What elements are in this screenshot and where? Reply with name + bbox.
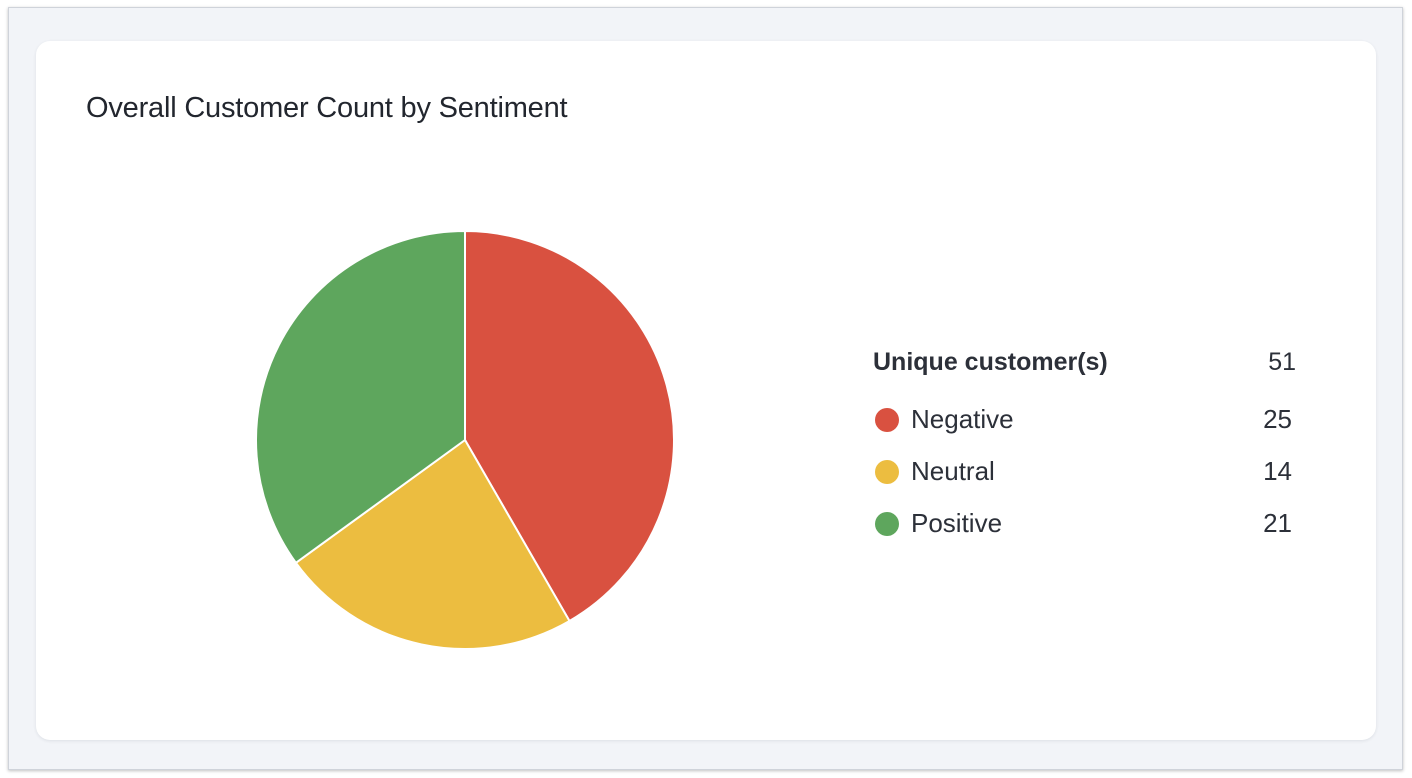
legend-label-neutral: Neutral [911, 456, 995, 486]
legend-header: Unique customer(s) 51 [873, 338, 1298, 390]
legend-dot-negative [875, 408, 899, 432]
legend-value-negative: 25 [1263, 404, 1292, 434]
chart-card [36, 41, 1376, 740]
legend-label-positive: Positive [911, 508, 1003, 538]
legend-item-negative[interactable]: Negative 25 [873, 390, 1298, 442]
legend-item-neutral[interactable]: Neutral 14 [873, 442, 1298, 494]
legend-label-negative: Negative [911, 404, 1014, 434]
pie-slice-positive[interactable] [255, 230, 466, 564]
chart-legend: Unique customer(s) 51 Negative 25 Neutra… [873, 338, 1298, 546]
legend-total-label: Unique customer(s) [873, 348, 1108, 376]
legend-dot-positive [875, 512, 899, 536]
legend-value-neutral: 14 [1263, 456, 1292, 486]
pie-slice-neutral[interactable] [294, 439, 571, 650]
pie-chart [255, 230, 675, 650]
pie-slice-negative[interactable] [464, 230, 675, 622]
legend-item-positive[interactable]: Positive 21 [873, 494, 1298, 546]
legend-dot-neutral [875, 460, 899, 484]
legend-total-value: 51 [1268, 348, 1296, 376]
legend-value-positive: 21 [1263, 508, 1292, 538]
chart-title: Overall Customer Count by Sentiment [86, 92, 568, 124]
